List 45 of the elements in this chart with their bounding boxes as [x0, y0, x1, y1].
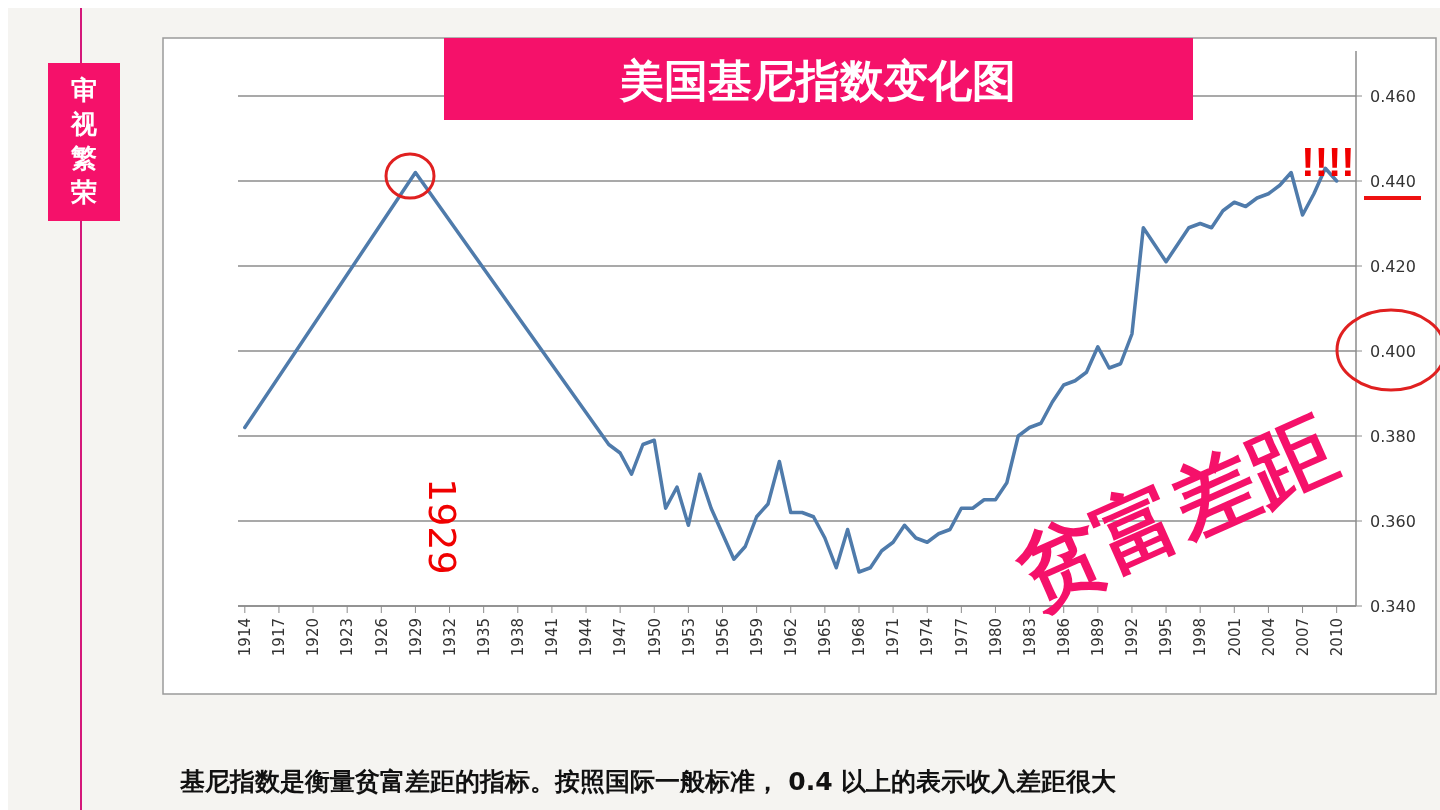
chart-title: 美国基尼指数变化图 — [619, 55, 1016, 107]
x-tick-label: 1971 — [884, 618, 903, 657]
x-tick-label: 1923 — [338, 618, 357, 657]
x-tick-label: 1932 — [440, 618, 459, 657]
annotation: !!!! — [1301, 140, 1355, 184]
x-tick-label: 1947 — [611, 618, 630, 657]
x-tick-label: 1926 — [372, 618, 391, 657]
x-tick-label: 1941 — [543, 618, 562, 657]
x-tick-label: 1980 — [986, 618, 1005, 657]
x-tick-label: 1956 — [713, 618, 732, 657]
x-tick-label: 1986 — [1054, 618, 1073, 657]
x-tick-label: 2007 — [1293, 618, 1312, 657]
x-tick-label: 1914 — [236, 618, 255, 657]
x-tick-label: 1929 — [406, 618, 425, 657]
x-tick-label: 1962 — [781, 618, 800, 657]
y-tick-label: 0.340 — [1370, 596, 1416, 616]
y-tick-label: 0.420 — [1370, 256, 1416, 276]
x-tick-label: 1950 — [645, 618, 664, 657]
text: 审视繁荣 — [70, 75, 97, 208]
x-tick-label: 2004 — [1259, 618, 1278, 657]
x-tick-label: 2001 — [1225, 618, 1244, 657]
x-tick-label: 1959 — [747, 618, 766, 657]
y-tick-label: 0.440 — [1370, 171, 1416, 191]
y-tick-label: 0.460 — [1370, 86, 1416, 106]
x-tick-label: 1965 — [816, 618, 835, 657]
y-tick-label: 0.380 — [1370, 426, 1416, 446]
y-tick-label: 0.360 — [1370, 511, 1416, 531]
x-tick-label: 1938 — [509, 618, 528, 657]
x-tick-label: 1974 — [918, 618, 937, 657]
y-tick-label: 0.400 — [1370, 341, 1416, 361]
x-tick-label: 1968 — [850, 618, 869, 657]
x-tick-label: 1992 — [1123, 618, 1142, 657]
x-tick-label: 1977 — [952, 618, 971, 657]
annotation: 1929 — [420, 478, 465, 575]
x-tick-label: 2010 — [1327, 618, 1346, 657]
x-tick-label: 1935 — [474, 618, 493, 657]
x-tick-label: 1917 — [270, 618, 289, 657]
x-tick-label: 1989 — [1089, 618, 1108, 657]
x-tick-label: 1995 — [1157, 618, 1176, 657]
x-tick-label: 1944 — [577, 618, 596, 657]
x-tick-label: 1983 — [1020, 618, 1039, 657]
x-tick-label: 1920 — [304, 618, 323, 657]
x-tick-label: 1953 — [679, 618, 698, 657]
x-tick-label: 1998 — [1191, 618, 1210, 657]
text: 基尼指数是衡量贫富差距的指标。按照国际一般标准， 0.4 以上的表示收入差距很大 — [178, 767, 1118, 796]
